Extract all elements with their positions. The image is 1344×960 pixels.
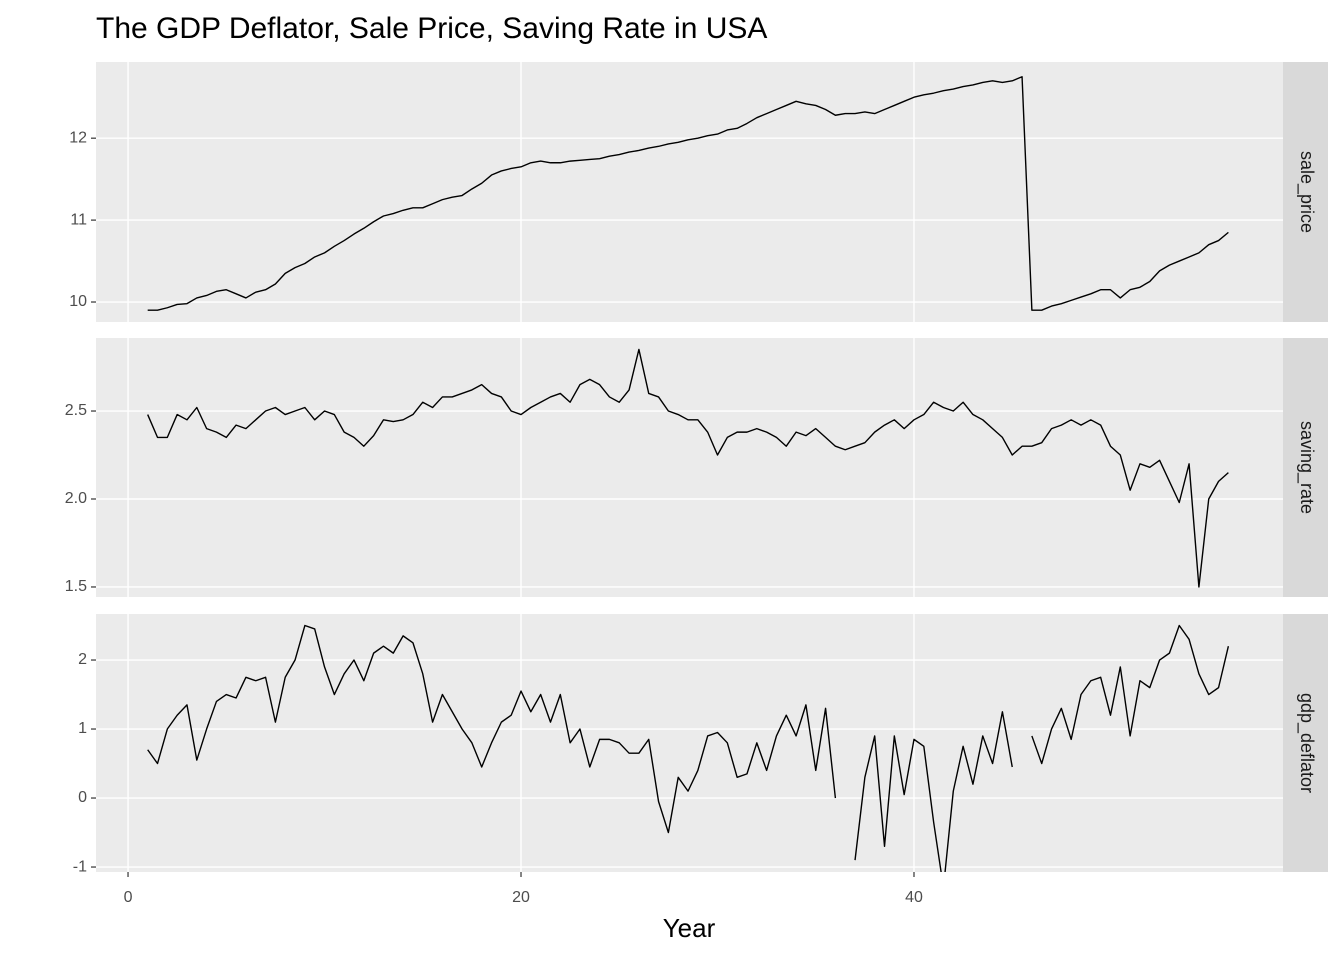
x-tick-label: 40 xyxy=(905,889,923,906)
y-tick-label: 11 xyxy=(70,211,87,228)
y-tick-label: 10 xyxy=(69,293,87,310)
strip-label: saving_rate xyxy=(1296,421,1317,514)
chart-title: The GDP Deflator, Sale Price, Saving Rat… xyxy=(96,12,767,45)
y-tick-label: 2.5 xyxy=(65,402,87,419)
data-line xyxy=(147,76,1229,311)
y-tick-label: -1 xyxy=(73,858,87,875)
strip-background xyxy=(1283,62,1328,322)
y-tick-label: 1.5 xyxy=(65,578,87,595)
strip-label: gdp_deflator xyxy=(1296,693,1317,793)
panel-background xyxy=(96,614,1283,872)
strip-background xyxy=(1283,614,1328,872)
strip-label: sale_price xyxy=(1296,151,1317,233)
y-tick-label: 1 xyxy=(78,720,87,737)
y-tick-label: 2 xyxy=(78,651,87,668)
panel-background xyxy=(96,62,1283,322)
x-tick-label: 20 xyxy=(512,889,530,906)
x-axis-title: Year xyxy=(663,913,716,943)
y-tick-label: 12 xyxy=(69,129,87,146)
data-line xyxy=(147,624,1230,872)
panel-background xyxy=(96,338,1283,597)
y-tick-label: 0 xyxy=(78,789,87,806)
strip-background xyxy=(1283,338,1328,597)
data-line xyxy=(147,348,1229,588)
x-tick-label: 0 xyxy=(124,889,133,906)
y-tick-label: 2.0 xyxy=(65,490,87,507)
